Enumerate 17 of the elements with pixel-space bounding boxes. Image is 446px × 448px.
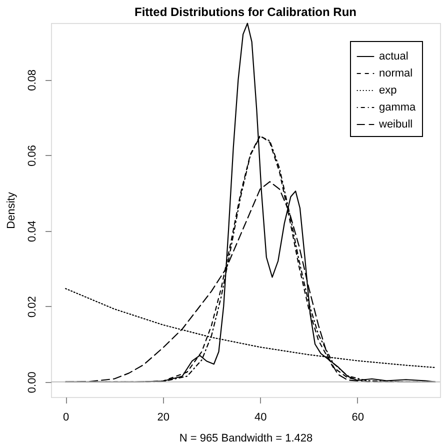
legend-label: actual — [379, 50, 408, 62]
y-tick-label: 0.08 — [26, 69, 38, 91]
y-tick-label: 0.02 — [26, 296, 38, 318]
legend-label: gamma — [379, 102, 417, 114]
chart-title: Fitted Distributions for Calibration Run — [134, 4, 356, 19]
y-tick-label: 0.04 — [26, 220, 38, 242]
legend-label: normal — [379, 68, 413, 80]
x-tick-label: 60 — [352, 412, 364, 424]
x-tick-label: 20 — [157, 412, 170, 424]
x-tick-label: 0 — [63, 412, 70, 424]
legend-label: exp — [379, 84, 397, 96]
y-axis-title: Density — [6, 192, 18, 229]
x-tick-label: 40 — [254, 412, 267, 424]
legend-label: weibull — [378, 118, 413, 130]
y-tick-label: 0.00 — [26, 372, 38, 394]
x-axis-title: N = 965 Bandwidth = 1.428 — [179, 432, 313, 444]
y-tick-label: 0.06 — [26, 145, 38, 166]
